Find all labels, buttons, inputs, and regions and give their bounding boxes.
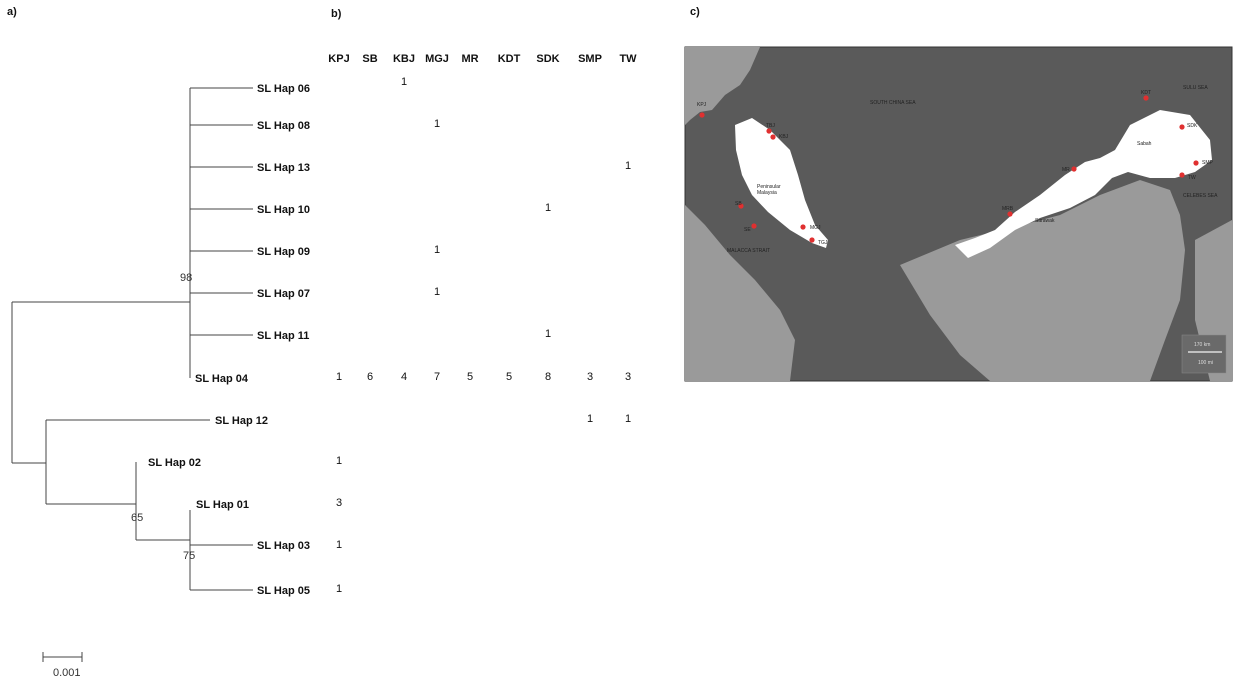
tip-label-hap01: SL Hap 01 <box>196 499 249 511</box>
table-cell: 1 <box>434 244 440 256</box>
column-header-kbj: KBJ <box>393 53 415 65</box>
label-sulu-sea: SULU SEA <box>1183 85 1208 91</box>
bootstrap-65: 65 <box>131 512 143 524</box>
site-label-kpj: KPJ <box>697 102 707 108</box>
table-cell: 4 <box>401 371 407 383</box>
table-cell: 1 <box>545 328 551 340</box>
panel-label-b: b) <box>331 8 342 20</box>
label-south-china-sea: SOUTH CHINA SEA <box>870 100 916 106</box>
table-cell: 1 <box>336 539 342 551</box>
column-header-smp: SMP <box>578 53 602 65</box>
site-markers: KPJ TBJ KBJ SB SE MGJ TGJ MRB MR KDT SDK… <box>697 90 1214 246</box>
table-cell: 1 <box>336 371 342 383</box>
label-sarawak: Sarawak <box>1035 218 1055 224</box>
bootstrap-98: 98 <box>180 272 192 284</box>
table-cell: 1 <box>625 413 631 425</box>
site-label-sdk: SDK <box>1187 123 1198 129</box>
map-scale-km: 170 km <box>1194 342 1210 348</box>
table-cell: 1 <box>587 413 593 425</box>
site-marker-sb <box>738 203 744 209</box>
table-cell: 5 <box>467 371 473 383</box>
scale-bar: 0.001 <box>42 652 83 679</box>
table-cell: 1 <box>434 286 440 298</box>
site-label-kbj: KBJ <box>779 134 789 140</box>
haplotype-frequency-table: KPJ SB KBJ MGJ MR KDT SDK SMP TW 1 1 1 1 1 1 1 1 6 4 7 5 5 8 3 3… <box>328 53 637 595</box>
site-marker-mgj <box>800 224 806 230</box>
column-header-mr: MR <box>461 53 478 65</box>
table-cell: 5 <box>506 371 512 383</box>
column-header-tw: TW <box>619 53 637 65</box>
panel-label-a: a) <box>7 6 17 18</box>
column-header-sdk: SDK <box>536 53 559 65</box>
column-header-mgj: MGJ <box>425 53 449 65</box>
site-label-smp: SMP <box>1202 160 1214 166</box>
site-marker-tgj <box>809 237 815 243</box>
tip-label-hap07: SL Hap 07 <box>257 288 310 300</box>
site-marker-sdk <box>1179 124 1185 130</box>
table-cell: 1 <box>545 202 551 214</box>
tip-label-hap03: SL Hap 03 <box>257 540 310 552</box>
table-cell: 1 <box>625 160 631 172</box>
panel-label-c: c) <box>690 6 700 18</box>
site-marker-kpj <box>699 112 705 118</box>
map-scale-mi: 100 mi <box>1198 360 1213 366</box>
label-peninsular: Peninsular <box>757 184 781 190</box>
site-label-mr: MR <box>1062 167 1070 173</box>
tip-label-hap11: SL Hap 11 <box>257 330 309 342</box>
tip-label-hap13: SL Hap 13 <box>257 162 310 174</box>
site-label-mgj: MGJ <box>810 225 821 231</box>
column-header-sb: SB <box>362 53 377 65</box>
table-cell: 1 <box>336 583 342 595</box>
kalimantan-landmass <box>900 180 1185 381</box>
site-label-tw: TW <box>1188 175 1196 181</box>
tip-label-hap09: SL Hap 09 <box>257 246 310 258</box>
site-marker-mr <box>1071 166 1077 172</box>
site-label-tbj: TBJ <box>766 123 775 129</box>
site-marker-kbj <box>770 134 776 140</box>
tip-label-hap05: SL Hap 05 <box>257 585 310 597</box>
site-label-se: SE <box>744 227 751 233</box>
table-cell: 8 <box>545 371 551 383</box>
column-header-kdt: KDT <box>498 53 521 65</box>
tip-label-hap08: SL Hap 08 <box>257 120 310 132</box>
mainland-landmass <box>685 47 760 125</box>
scale-bar-label: 0.001 <box>53 667 81 679</box>
table-cell: 7 <box>434 371 440 383</box>
site-label-mrb: MRB <box>1002 206 1014 212</box>
table-cell: 3 <box>587 371 593 383</box>
tip-label-hap02: SL Hap 02 <box>148 457 201 469</box>
site-marker-kdt <box>1143 95 1149 101</box>
site-label-kdt: KDT <box>1141 90 1151 96</box>
table-cell: 1 <box>434 118 440 130</box>
label-malacca-strait: MALACCA STRAIT <box>727 248 770 254</box>
bootstrap-75: 75 <box>183 550 195 562</box>
site-marker-se <box>751 223 757 229</box>
table-cell: 3 <box>336 497 342 509</box>
label-malaysia: Malaysia <box>757 190 777 196</box>
peninsular-malaysia <box>735 118 828 248</box>
tip-label-hap04: SL Hap 04 <box>195 373 249 385</box>
label-celebes-sea: CELEBES SEA <box>1183 193 1218 199</box>
column-header-kpj: KPJ <box>328 53 349 65</box>
table-cell: 6 <box>367 371 373 383</box>
table-cell: 3 <box>625 371 631 383</box>
site-marker-tw <box>1179 172 1185 178</box>
tip-label-hap12: SL Hap 12 <box>215 415 268 427</box>
site-label-sb: SB <box>735 201 742 207</box>
table-cell: 1 <box>401 76 407 88</box>
site-marker-tbj <box>766 128 772 134</box>
table-cell: 1 <box>336 455 342 467</box>
tip-label-hap10: SL Hap 10 <box>257 204 310 216</box>
map-scale: 170 km 100 mi <box>1181 334 1227 374</box>
phylogenetic-tree: SL Hap 06 SL Hap 08 SL Hap 13 SL Hap 10 … <box>11 83 310 679</box>
site-marker-mrb <box>1007 211 1013 217</box>
tip-label-hap06: SL Hap 06 <box>257 83 310 95</box>
east-malaysia <box>955 110 1212 258</box>
sumatra-landmass <box>685 205 795 381</box>
sampling-map: SOUTH CHINA SEA SULU SEA CELEBES SEA MAL… <box>684 46 1233 382</box>
site-marker-smp <box>1193 160 1199 166</box>
label-sabah: Sabah <box>1137 141 1152 147</box>
site-label-tgj: TGJ <box>818 240 828 246</box>
